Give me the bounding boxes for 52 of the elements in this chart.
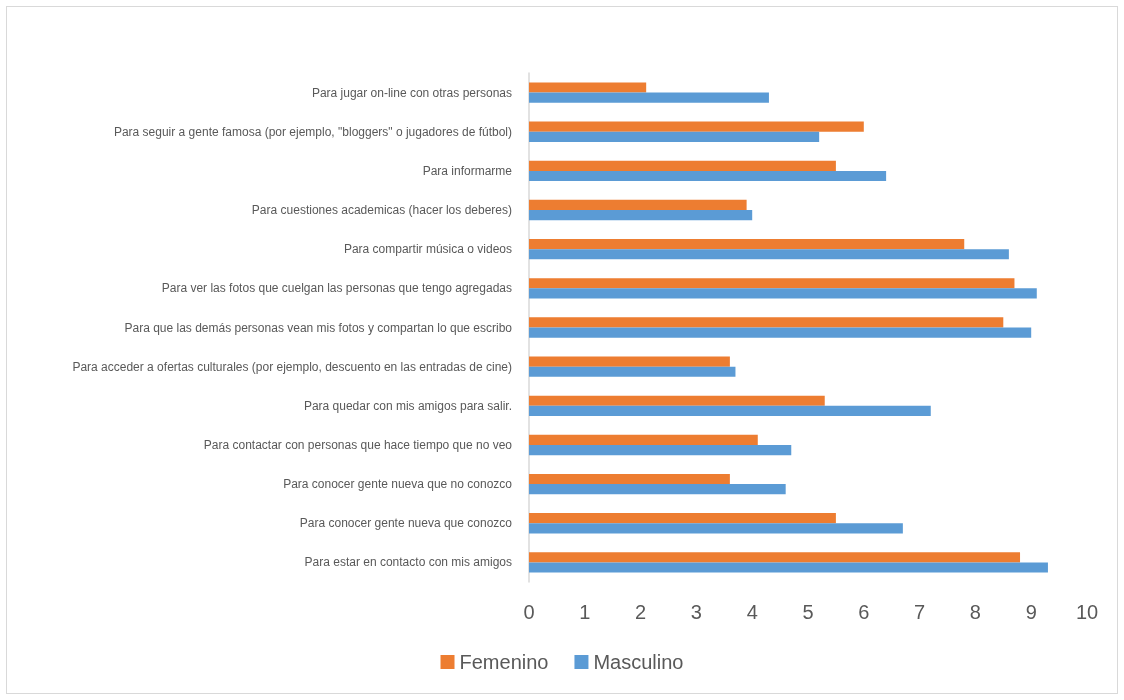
bar [529, 562, 1048, 573]
bar [529, 484, 786, 495]
y-tick-label: Para compartir música o videos [343, 242, 512, 257]
x-tick-label: 8 [969, 601, 981, 623]
y-tick-label: Para cuestiones academicas (hacer los deberes) [251, 203, 512, 218]
bar [529, 356, 730, 367]
y-tick-label: Para quedar con mis amigos para salir. [303, 398, 512, 413]
x-tick-label: 0 [523, 601, 535, 623]
bar [529, 82, 647, 93]
bar [529, 160, 836, 171]
bar [529, 473, 730, 485]
y-tick-label: Para contactar con personas que hace tiempo que no veo [203, 437, 513, 452]
y-tick-label: Para jugar on-line con otras personas [311, 85, 512, 100]
bar [529, 288, 1037, 299]
bar [529, 121, 864, 132]
y-tick-label: Para conocer gente nueva que no conozco [283, 477, 513, 492]
x-tick-label: 6 [858, 601, 870, 623]
bar [529, 405, 931, 416]
bar [529, 513, 836, 524]
x-tick-label: 9 [1025, 601, 1037, 623]
x-tick-label: 7 [914, 601, 926, 623]
bar [529, 444, 792, 456]
x-tick-label: 3 [690, 601, 702, 623]
legend-label: Femenino [459, 651, 549, 673]
bar [529, 523, 903, 534]
bar [529, 434, 758, 445]
bar [529, 249, 1009, 260]
bar [529, 327, 1032, 338]
bar [529, 239, 965, 250]
y-tick-label: Para acceder a ofertas culturales (por ejemplo, descuento en las entradas de cine) [72, 359, 512, 374]
y-tick-label: Para informarme [422, 163, 513, 178]
bar [529, 92, 769, 103]
bar [529, 199, 747, 211]
bar [529, 131, 820, 142]
bar [529, 552, 1021, 563]
bar [529, 170, 887, 182]
bar [529, 366, 736, 377]
x-tick-label: 10 [1075, 601, 1099, 623]
x-tick-label: 2 [635, 601, 647, 623]
y-tick-label: Para que las demás personas vean mis fotos y compartan lo que escribo [124, 320, 513, 335]
y-tick-label: Para seguir a gente famosa (por ejemplo, "bloggers" o jugadores de fútbol) [113, 124, 512, 139]
y-tick-label: Para ver las fotos que cuelgan las personas que tengo agregadas [161, 281, 512, 296]
bar [529, 317, 1004, 328]
bar [529, 210, 753, 221]
x-tick-label: 1 [579, 601, 591, 623]
y-tick-label: Para conocer gente nueva que conozco [299, 516, 513, 531]
bar [529, 278, 1015, 289]
y-tick-label: Para estar en contacto con mis amigos [304, 555, 512, 570]
bar [529, 395, 825, 406]
x-tick-label: 4 [746, 601, 758, 623]
x-tick-label: 5 [802, 601, 814, 623]
legend-label: Masculino [593, 651, 684, 673]
